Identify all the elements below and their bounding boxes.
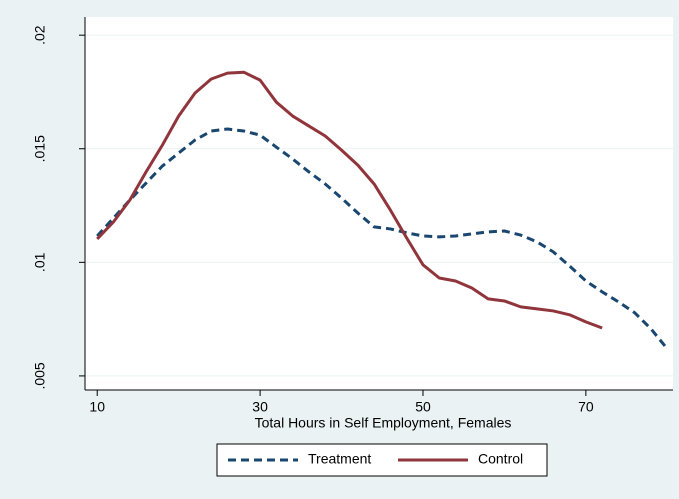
x-tick-label: 50 bbox=[415, 399, 431, 415]
x-tick-label: 30 bbox=[252, 399, 268, 415]
y-tick-label: .01 bbox=[32, 252, 48, 272]
x-tick-label: 10 bbox=[89, 399, 105, 415]
y-tick-label: .005 bbox=[32, 362, 48, 389]
legend-label: Treatment bbox=[308, 451, 371, 467]
x-axis-label: Total Hours in Self Employment, Females bbox=[255, 415, 512, 431]
y-tick-label: .02 bbox=[32, 25, 48, 45]
y-tick-label: .015 bbox=[32, 135, 48, 162]
plot-area bbox=[85, 17, 673, 390]
line-series bbox=[96, 70, 603, 330]
legend-label: Control bbox=[478, 451, 523, 467]
line-series bbox=[96, 127, 669, 350]
x-tick-label: 70 bbox=[578, 399, 594, 415]
